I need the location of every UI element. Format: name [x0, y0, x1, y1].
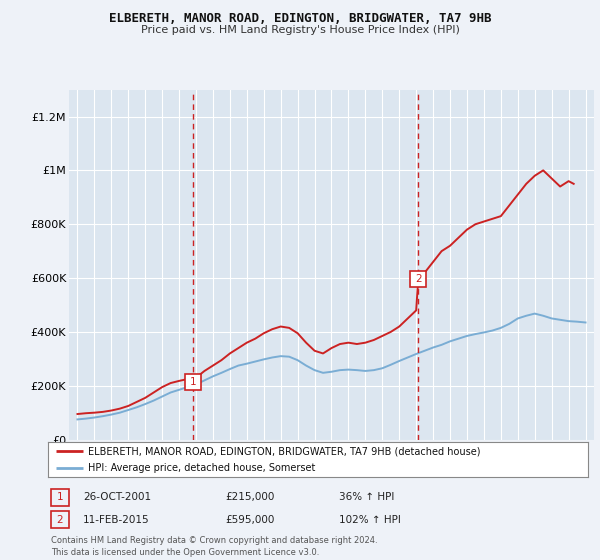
- Text: HPI: Average price, detached house, Somerset: HPI: Average price, detached house, Some…: [89, 464, 316, 473]
- Text: 26-OCT-2001: 26-OCT-2001: [83, 492, 151, 502]
- Text: 36% ↑ HPI: 36% ↑ HPI: [339, 492, 394, 502]
- Text: Contains HM Land Registry data © Crown copyright and database right 2024.
This d: Contains HM Land Registry data © Crown c…: [51, 536, 377, 557]
- Text: 2: 2: [415, 274, 422, 284]
- Text: ELBERETH, MANOR ROAD, EDINGTON, BRIDGWATER, TA7 9HB (detached house): ELBERETH, MANOR ROAD, EDINGTON, BRIDGWAT…: [89, 446, 481, 456]
- Text: £595,000: £595,000: [225, 515, 274, 525]
- Text: ELBERETH, MANOR ROAD, EDINGTON, BRIDGWATER, TA7 9HB: ELBERETH, MANOR ROAD, EDINGTON, BRIDGWAT…: [109, 12, 491, 25]
- Text: 2: 2: [56, 515, 64, 525]
- Text: 102% ↑ HPI: 102% ↑ HPI: [339, 515, 401, 525]
- Text: 1: 1: [56, 492, 64, 502]
- Text: £215,000: £215,000: [225, 492, 274, 502]
- Text: 11-FEB-2015: 11-FEB-2015: [83, 515, 149, 525]
- Text: Price paid vs. HM Land Registry's House Price Index (HPI): Price paid vs. HM Land Registry's House …: [140, 25, 460, 35]
- Text: 1: 1: [190, 377, 196, 387]
